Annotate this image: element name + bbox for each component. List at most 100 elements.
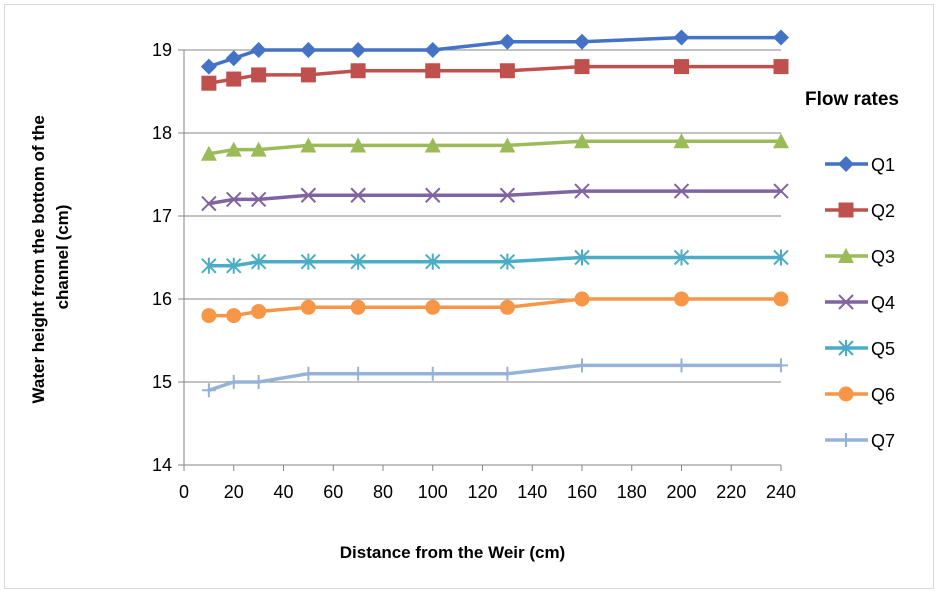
legend-item-q5: Q5 (825, 339, 895, 359)
x-tick-label: 200 (666, 482, 696, 502)
data-point-q1 (773, 29, 789, 46)
data-point-q3 (225, 141, 242, 157)
data-point-q6 (251, 303, 267, 319)
data-point-q5 (250, 253, 267, 270)
data-point-q3 (424, 137, 441, 153)
series-line-q3 (207, 139, 783, 156)
x-tick-label: 240 (766, 482, 796, 502)
x-tick-label: 80 (373, 482, 393, 502)
data-point-q4 (350, 187, 366, 203)
data-point-q6 (300, 299, 316, 315)
data-point-q1 (574, 33, 590, 50)
data-point-q2 (251, 67, 267, 83)
y-tick-label: 17 (152, 206, 172, 226)
data-point-q2 (226, 71, 242, 87)
x-axis-title: Distance from the Weir (cm) (340, 543, 565, 562)
data-point-q6 (574, 291, 590, 307)
y-tick-label: 16 (152, 289, 172, 309)
data-point-q2 (201, 75, 217, 91)
data-point-q4 (673, 183, 690, 199)
legend-item-q4: Q4 (825, 293, 895, 313)
data-point-q7 (674, 358, 689, 373)
legend-item-q6: Q6 (825, 385, 895, 405)
series-line-q1 (207, 35, 783, 69)
series-q3 (200, 133, 789, 161)
data-point-q7 (425, 366, 440, 381)
data-point-q3 (300, 137, 317, 153)
y-tick-label: 19 (152, 40, 172, 60)
data-point-q5 (773, 249, 789, 266)
x-tick-label: 40 (273, 482, 293, 502)
gridlines (184, 49, 781, 383)
data-point-q1 (350, 42, 367, 58)
legend-marker-q7 (839, 433, 853, 447)
data-point-q2 (425, 63, 441, 79)
x-tick-label: 220 (716, 482, 746, 502)
x-tick-label: 120 (467, 482, 497, 502)
y-axis-title-line-1: Water height from the bottom of the (29, 115, 48, 403)
series-group (200, 29, 789, 398)
x-tick-label: 140 (517, 482, 547, 502)
legend-label-q5: Q5 (871, 339, 895, 359)
legend-label-q6: Q6 (871, 385, 895, 405)
data-point-q4 (201, 195, 217, 212)
data-point-q7 (226, 375, 241, 389)
data-point-q6 (226, 308, 242, 324)
series-q4 (201, 183, 789, 212)
data-point-q5 (300, 253, 317, 270)
data-point-q1 (300, 42, 317, 58)
data-point-q5 (201, 257, 217, 274)
data-point-q2 (574, 59, 590, 75)
data-point-q3 (499, 137, 516, 153)
data-point-q4 (226, 191, 242, 208)
x-tick-label: 100 (418, 482, 448, 502)
data-point-q7 (575, 358, 589, 373)
data-point-q5 (425, 253, 441, 270)
legend-item-q1: Q1 (825, 155, 895, 175)
x-tick-label: 0 (179, 482, 189, 502)
data-point-q7 (774, 358, 788, 373)
series-line-q4 (207, 189, 783, 206)
data-point-q1 (250, 42, 267, 58)
series-q7 (201, 358, 788, 398)
legend-marker-q4 (838, 294, 854, 310)
legend-marker-q3 (838, 248, 854, 263)
legend-marker-q5 (838, 340, 854, 356)
legend-item-q3: Q3 (825, 247, 895, 267)
data-point-q4 (574, 183, 590, 199)
legend-title: Flow rates (805, 89, 899, 110)
series-line-q7 (207, 363, 783, 393)
legend: Flow rates Q1 Q2 Q3 Q4 Q5 Q6 Q7 (805, 89, 899, 451)
data-point-q6 (201, 308, 217, 324)
series-q6 (201, 291, 789, 324)
data-point-q5 (499, 253, 516, 270)
data-point-q7 (251, 375, 266, 389)
series-q2 (201, 59, 789, 91)
axes: 14 15 16 17 18 19 0 20 40 60 80 100 120 140 160 180 200 2… (152, 40, 796, 502)
series-q1 (200, 29, 789, 75)
data-point-q6 (499, 299, 515, 315)
data-point-q1 (499, 33, 516, 50)
x-tick-label: 160 (567, 482, 597, 502)
data-point-q2 (773, 59, 789, 75)
series-line-q6 (207, 297, 783, 318)
legend-label-q4: Q4 (871, 293, 895, 313)
data-point-q1 (225, 50, 242, 67)
data-point-q6 (674, 291, 689, 307)
data-point-q7 (351, 366, 366, 381)
data-point-q3 (574, 133, 590, 149)
data-point-q2 (499, 63, 515, 79)
legend-label-q7: Q7 (871, 431, 895, 451)
legend-label-q3: Q3 (871, 247, 895, 267)
data-point-q7 (201, 383, 216, 398)
data-point-q6 (350, 299, 366, 315)
data-point-q5 (673, 249, 690, 266)
legend-item-q7: Q7 (825, 431, 895, 451)
series-q5 (201, 249, 789, 274)
data-point-q2 (300, 67, 316, 83)
legend-marker-q2 (838, 202, 854, 218)
legend-label-q2: Q2 (871, 201, 895, 221)
data-point-q2 (350, 63, 366, 79)
series-line-q2 (207, 64, 783, 85)
